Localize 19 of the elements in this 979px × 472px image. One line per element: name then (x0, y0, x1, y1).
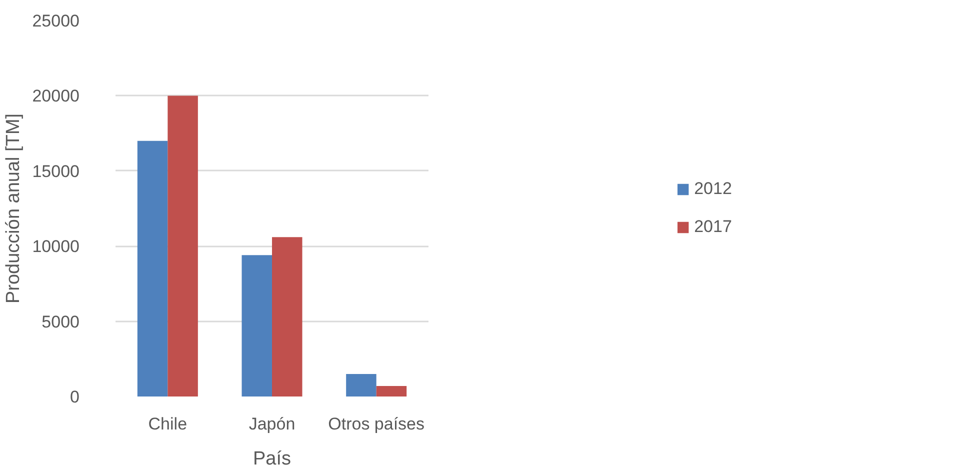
y-tick-label: 10000 (32, 237, 80, 256)
y-tick-label: 20000 (32, 86, 80, 106)
bar (242, 255, 272, 396)
bar (376, 386, 407, 396)
y-tick-label: 0 (70, 388, 80, 406)
y-tick-label: 25000 (32, 12, 80, 30)
x-tick-label: Chile (148, 414, 188, 434)
legend-label: 2017 (694, 217, 732, 237)
x-tick-label: Otros países (328, 414, 425, 434)
bar (168, 96, 198, 396)
bar (272, 237, 302, 396)
x-axis-title: País (252, 448, 292, 470)
y-tick-label: 15000 (32, 162, 80, 181)
y-tick-label: 5000 (42, 312, 80, 332)
bar (137, 140, 168, 396)
x-tick-label: Japón (248, 414, 296, 434)
bar (346, 374, 376, 396)
legend-label: 2012 (694, 179, 732, 199)
y-axis-title: Producción anual [TM] (3, 113, 24, 304)
